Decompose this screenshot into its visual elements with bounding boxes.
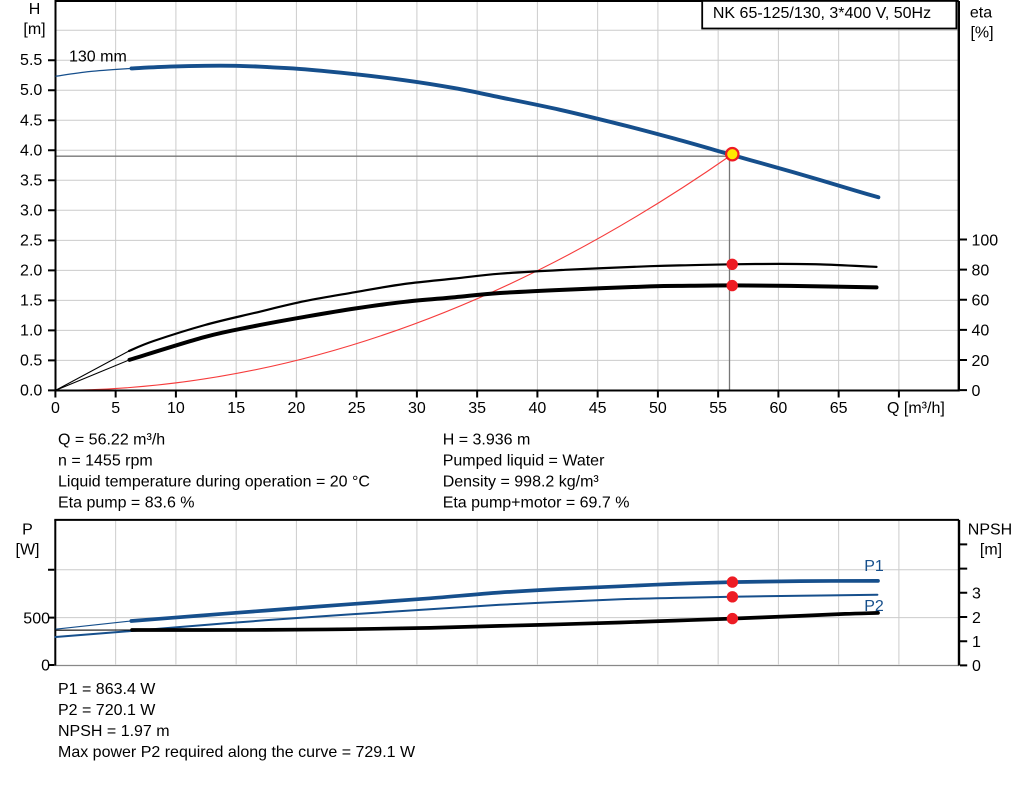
svg-text:40: 40 [529,400,547,417]
svg-text:P: P [22,521,33,538]
svg-text:30: 30 [408,400,426,417]
svg-text:NPSH: NPSH [968,521,1012,538]
svg-text:P2 = 720.1 W: P2 = 720.1 W [58,702,156,719]
svg-text:65: 65 [830,400,848,417]
svg-text:Q [m³/h]: Q [m³/h] [887,400,945,417]
svg-text:P2: P2 [864,598,884,615]
svg-text:500: 500 [23,610,50,627]
svg-text:5.5: 5.5 [20,52,42,69]
svg-text:Eta pump = 83.6 %: Eta pump = 83.6 % [58,495,195,512]
svg-text:H = 3.936 m: H = 3.936 m [443,431,531,448]
svg-text:Pumped liquid = Water: Pumped liquid = Water [443,452,605,469]
svg-text:5: 5 [111,400,120,417]
svg-text:4.0: 4.0 [20,142,42,159]
svg-text:3.5: 3.5 [20,172,42,189]
svg-text:1.5: 1.5 [20,292,42,309]
svg-text:20: 20 [972,353,990,370]
svg-text:2: 2 [972,610,981,627]
svg-text:130 mm: 130 mm [69,49,127,66]
svg-text:2.5: 2.5 [20,232,42,249]
svg-text:20: 20 [288,400,306,417]
svg-text:eta: eta [970,4,992,21]
svg-text:Eta pump+motor = 69.7 %: Eta pump+motor = 69.7 % [443,495,630,512]
svg-text:5.0: 5.0 [20,82,42,99]
svg-text:H: H [29,1,41,18]
svg-text:60: 60 [770,400,788,417]
svg-text:[m]: [m] [980,541,1002,558]
svg-text:Liquid temperature during oper: Liquid temperature during operation = 20… [58,473,370,490]
svg-text:NK 65-125/130, 3*400 V, 50Hz: NK 65-125/130, 3*400 V, 50Hz [713,5,931,22]
svg-text:3: 3 [972,586,981,603]
svg-text:1.0: 1.0 [20,322,42,339]
svg-text:60: 60 [972,293,990,310]
svg-text:n = 1455 rpm: n = 1455 rpm [58,452,153,469]
svg-text:3.0: 3.0 [20,202,42,219]
svg-text:0: 0 [51,400,60,417]
svg-text:[W]: [W] [16,541,40,558]
svg-text:[m]: [m] [23,21,45,38]
svg-text:0: 0 [972,383,981,400]
svg-text:10: 10 [167,400,185,417]
svg-text:0: 0 [972,658,981,675]
svg-text:NPSH = 1.97 m: NPSH = 1.97 m [58,723,170,740]
svg-text:1: 1 [972,634,981,651]
svg-text:35: 35 [468,400,486,417]
svg-text:0: 0 [41,658,50,675]
svg-text:0.0: 0.0 [20,382,42,399]
svg-text:50: 50 [649,400,667,417]
svg-text:55: 55 [709,400,727,417]
svg-text:45: 45 [589,400,607,417]
svg-text:P1 = 863.4 W: P1 = 863.4 W [58,681,156,698]
svg-text:25: 25 [348,400,366,417]
svg-text:Q = 56.22 m³/h: Q = 56.22 m³/h [58,431,165,448]
svg-text:40: 40 [972,323,990,340]
svg-text:0.5: 0.5 [20,352,42,369]
svg-text:2.0: 2.0 [20,262,42,279]
svg-text:80: 80 [972,263,990,280]
svg-text:100: 100 [972,232,999,249]
svg-text:[%]: [%] [970,24,993,41]
svg-text:P1: P1 [864,558,884,575]
svg-text:15: 15 [227,400,245,417]
svg-text:Max power P2 required along th: Max power P2 required along the curve = … [58,744,416,761]
svg-text:4.5: 4.5 [20,112,42,129]
svg-text:Density = 998.2 kg/m³: Density = 998.2 kg/m³ [443,473,600,490]
